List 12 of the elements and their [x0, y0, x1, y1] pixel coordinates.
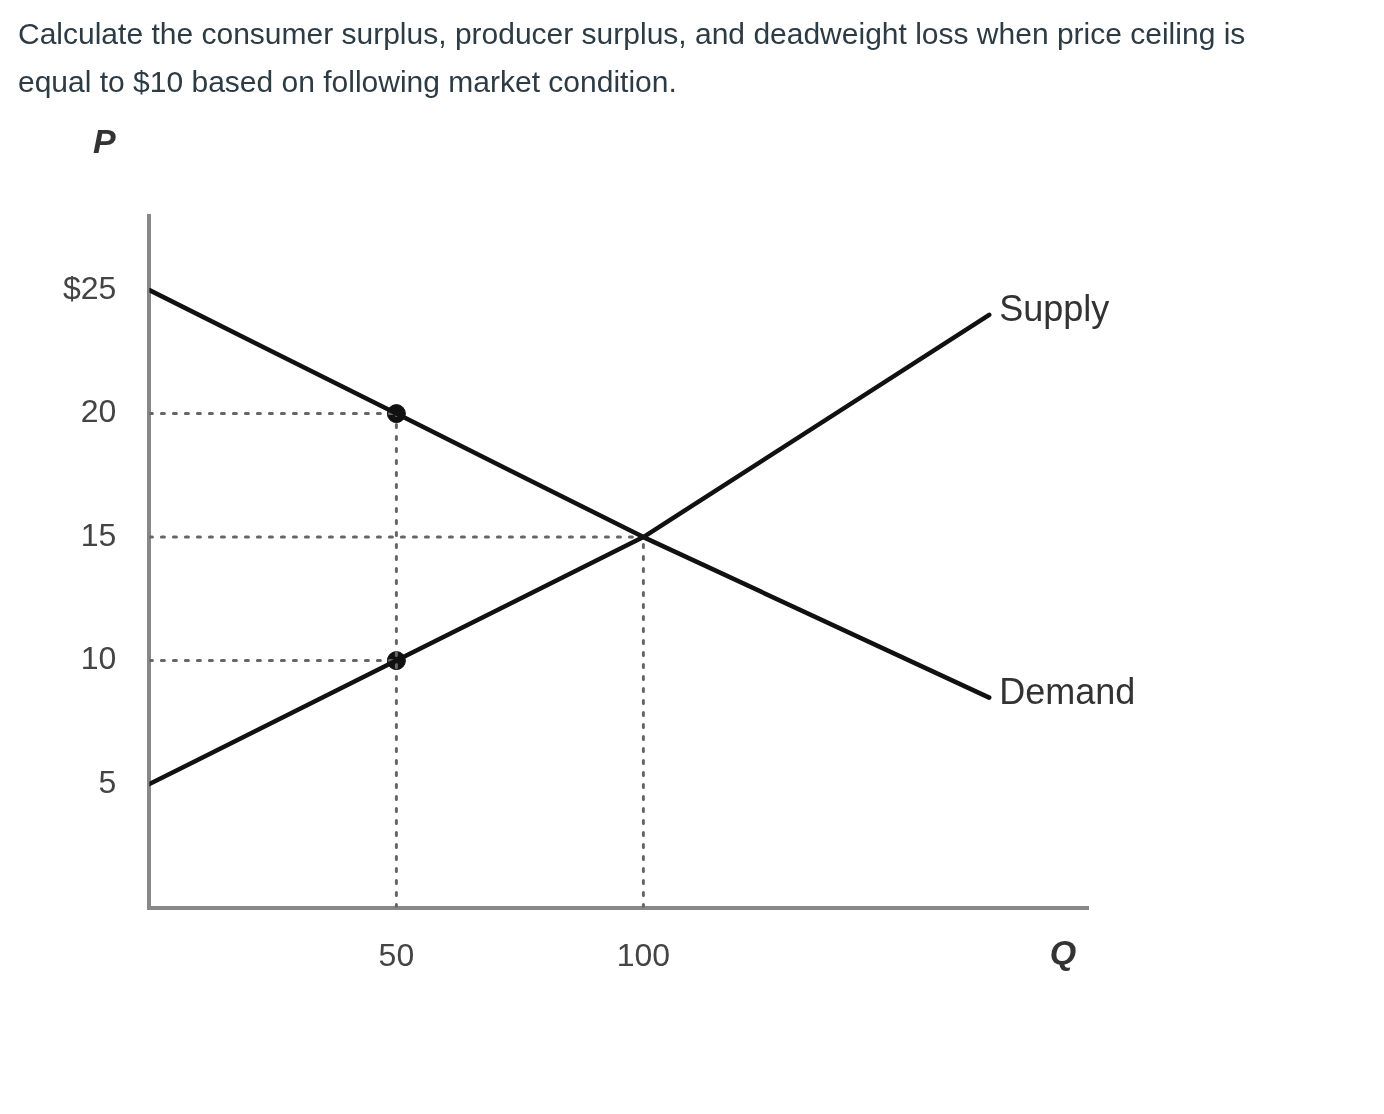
- y-tick-label: 15: [80, 516, 117, 553]
- series-label: Supply: [999, 287, 1110, 329]
- y-axis-title: P: [93, 122, 117, 161]
- y-tick-label: $25: [63, 269, 117, 306]
- x-tick-label: 50: [378, 936, 415, 973]
- y-tick-label: 20: [80, 393, 117, 430]
- x-tick-label: 100: [616, 936, 671, 973]
- chart-title: Calculate the consumer surplus, producer surplus, and deadweight loss when price ceiling is equal to $10 based on following market condition.: [18, 16, 1247, 100]
- y-tick-label: 10: [80, 640, 117, 677]
- series-label: Demand: [999, 670, 1136, 712]
- y-tick-label: 5: [98, 763, 117, 800]
- x-axis-title: Q: [1049, 932, 1077, 971]
